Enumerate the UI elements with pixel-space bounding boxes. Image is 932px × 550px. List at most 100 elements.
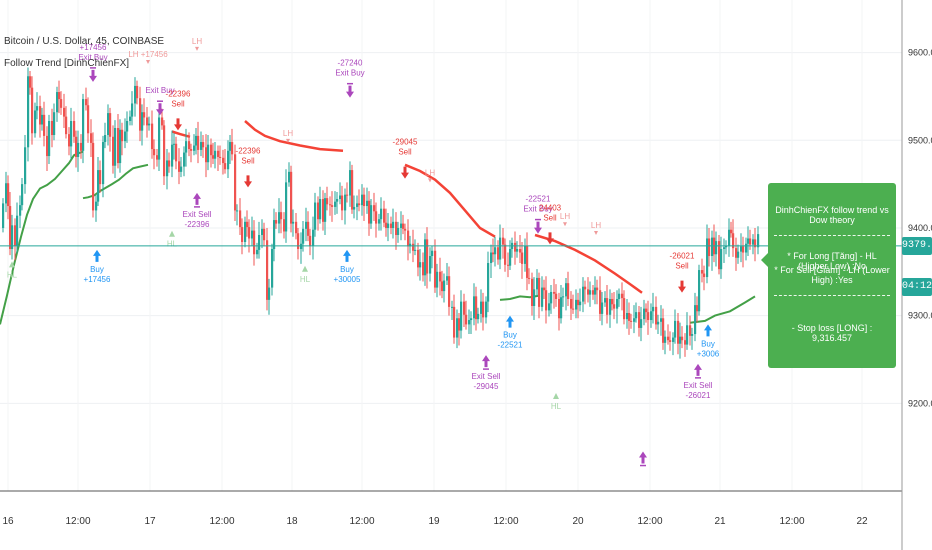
bullish-candle — [470, 318, 473, 321]
bullish-candle — [305, 221, 308, 229]
info-panel-divider — [774, 235, 890, 236]
bullish-candle — [131, 103, 134, 117]
lower-high-marker — [428, 178, 432, 183]
info-panel-title: DinhChienFX follow trend vs Dow theory — [775, 205, 889, 225]
time-tick-label: 18 — [286, 516, 298, 527]
bearish-candle — [212, 155, 215, 159]
bearish-candle — [351, 170, 354, 210]
time-tick-label: 21 — [714, 516, 726, 527]
bearish-candle — [662, 318, 665, 343]
bullish-candle — [16, 215, 19, 246]
bearish-candle — [266, 240, 269, 300]
bullish-candle — [214, 150, 217, 159]
bullish-candle — [487, 263, 490, 302]
time-tick-label: 12:00 — [349, 516, 374, 527]
bullish-candle — [548, 303, 551, 311]
bullish-candle — [324, 198, 327, 222]
bearish-candle — [99, 170, 102, 185]
bullish-candle — [24, 147, 27, 185]
bearish-candle — [368, 200, 371, 224]
bullish-candle — [361, 194, 364, 206]
info-panel-sell-rule: * For Sell [Giảm] - LH (Lower High) :Yes — [774, 265, 890, 285]
buy-label: Buy — [701, 339, 715, 348]
sell-value: -26021 — [670, 252, 695, 261]
bearish-candle — [373, 205, 376, 212]
bullish-candle — [740, 246, 743, 252]
bearish-candle — [175, 143, 178, 162]
bullish-candle — [626, 313, 629, 320]
bearish-candle — [121, 129, 124, 142]
bearish-candle — [754, 239, 757, 248]
bullish-candle — [533, 289, 536, 306]
bullish-candle — [565, 283, 568, 297]
bearish-candle — [567, 283, 570, 299]
bearish-candle — [395, 221, 398, 235]
bullish-candle — [468, 320, 471, 325]
time-axis-labels: 16 12:00 17 12:00 18 12:00 19 12:00 20 12:00 21 12:… — [2, 516, 868, 527]
time-tick-label: 20 — [572, 516, 584, 527]
bearish-candle — [241, 227, 244, 242]
bearish-candle — [645, 308, 648, 313]
bearish-candle — [309, 235, 312, 246]
bullish-candle — [126, 120, 129, 132]
bullish-candle — [397, 227, 400, 235]
bearish-candle — [611, 298, 614, 305]
bearish-candle — [448, 276, 451, 307]
bearish-candle — [385, 222, 388, 228]
exit-sell-label: Exit Sell — [684, 381, 713, 390]
buy-label: Buy — [340, 265, 354, 274]
buy-arrow — [506, 315, 514, 328]
bullish-candle — [5, 183, 8, 204]
bullish-candle — [604, 298, 607, 303]
bearish-candle — [222, 157, 225, 164]
info-panel-pointer — [761, 253, 768, 267]
bullish-candle — [536, 277, 539, 290]
bearish-candle — [188, 141, 191, 150]
bearish-candle — [7, 183, 10, 207]
bullish-candle — [562, 296, 565, 298]
bullish-candle — [657, 321, 660, 325]
bearish-candle — [383, 208, 386, 223]
bearish-candle — [92, 142, 95, 211]
bearish-candle — [63, 107, 66, 117]
bearish-candle — [596, 287, 599, 291]
exit-sell-arrow — [193, 192, 201, 205]
bearish-candle — [677, 320, 680, 344]
bullish-candle — [477, 313, 480, 320]
bullish-candle — [579, 301, 582, 306]
bullish-candle — [344, 194, 347, 211]
bullish-candle — [173, 143, 176, 145]
lower-high-marker — [195, 46, 199, 51]
bearish-candle — [341, 195, 344, 211]
bullish-candle — [70, 120, 73, 147]
bearish-candle — [58, 92, 61, 100]
bullish-candle — [77, 142, 80, 157]
bullish-candle — [95, 201, 98, 211]
bearish-candle — [599, 290, 602, 314]
exit-buy-label: Exit Buy — [78, 53, 107, 62]
bearish-candle — [219, 156, 222, 158]
bullish-candle — [499, 237, 502, 260]
bullish-candle — [21, 184, 24, 206]
bullish-candle — [711, 237, 714, 257]
bearish-candle — [570, 298, 573, 309]
bullish-candle — [334, 201, 337, 207]
bullish-candle — [278, 212, 281, 224]
bullish-candle — [446, 276, 449, 281]
bullish-candle — [485, 301, 488, 318]
downtrend-line — [171, 130, 191, 139]
higher-low-label: HL — [300, 275, 311, 284]
bullish-candle — [312, 229, 315, 246]
bullish-candle — [53, 112, 56, 136]
bearish-candle — [497, 247, 500, 260]
bullish-candle — [41, 114, 44, 125]
bearish-candle — [502, 237, 505, 245]
bearish-candle — [572, 308, 575, 310]
bearish-candle — [701, 270, 704, 274]
bullish-candle — [339, 195, 342, 200]
bearish-candle — [363, 194, 366, 207]
bearish-candle — [407, 230, 410, 247]
time-tick-label: 16 — [2, 516, 14, 527]
bullish-candle — [679, 336, 682, 344]
